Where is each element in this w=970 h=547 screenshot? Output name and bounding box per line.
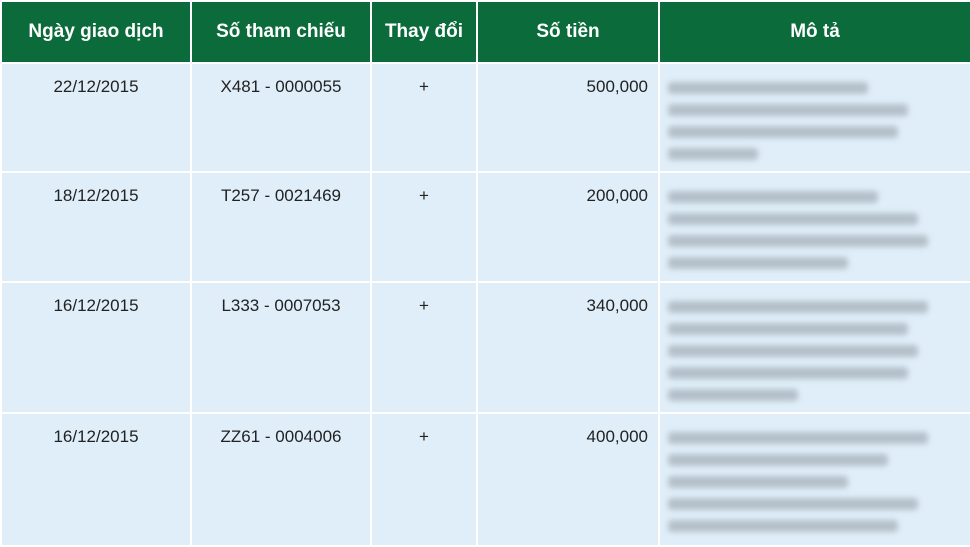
change-cell: + <box>370 62 478 173</box>
amount-cell: 400,000 <box>476 412 660 547</box>
date-cell: 22/12/2015 <box>0 62 192 173</box>
blurred-text <box>668 454 888 466</box>
blurred-text <box>668 301 928 313</box>
blurred-text <box>668 389 798 401</box>
blurred-text <box>668 520 898 532</box>
description-cell-blurred <box>658 171 970 283</box>
amount-cell: 500,000 <box>476 62 660 173</box>
date-cell: 18/12/2015 <box>0 171 192 283</box>
table-row: 16/12/2015 ZZ61 - 0004006 +400,000 <box>0 412 970 547</box>
table-row: 22/12/2015 X481 - 0000055 +500,000 <box>0 62 970 173</box>
blurred-text <box>668 235 928 247</box>
change-cell: + <box>370 281 478 414</box>
blurred-text <box>668 345 918 357</box>
blurred-text <box>668 126 898 138</box>
date-cell: 16/12/2015 <box>0 281 192 414</box>
table-row: 18/12/2015 T257 - 0021469 +200,000 <box>0 171 970 283</box>
description-cell-blurred <box>658 62 970 173</box>
header-row: Ngày giao dịch Số tham chiếu Thay đổi Số ti… <box>0 0 970 64</box>
blurred-text <box>668 476 848 488</box>
blurred-text <box>668 191 878 203</box>
reference-cell: L333 - 0007053 <box>190 281 372 414</box>
blurred-text <box>668 323 908 335</box>
blurred-text <box>668 148 758 160</box>
reference-cell: T257 - 0021469 <box>190 171 372 283</box>
blurred-text <box>668 367 908 379</box>
amount-cell: 200,000 <box>476 171 660 283</box>
blurred-text <box>668 257 848 269</box>
column-header: Mô tả <box>658 0 970 64</box>
blurred-text <box>668 498 918 510</box>
date-cell: 16/12/2015 <box>0 412 192 547</box>
reference-cell: ZZ61 - 0004006 <box>190 412 372 547</box>
description-cell-blurred <box>658 281 970 414</box>
blurred-text <box>668 432 928 444</box>
change-cell: + <box>370 412 478 547</box>
column-header: Số tham chiếu <box>190 0 372 64</box>
table-body: 22/12/2015 X481 - 0000055 +500,000 18/12/20… <box>0 62 970 547</box>
column-header: Ngày giao dịch <box>0 0 192 64</box>
blurred-text <box>668 82 868 94</box>
blurred-text <box>668 213 918 225</box>
table-header: Ngày giao dịch Số tham chiếu Thay đổi Số ti… <box>0 0 970 64</box>
column-header: Số tiền <box>476 0 660 64</box>
table-row: 16/12/2015 L333 - 0007053 +340,000 <box>0 281 970 414</box>
description-cell-blurred <box>658 412 970 547</box>
column-header: Thay đổi <box>370 0 478 64</box>
change-cell: + <box>370 171 478 283</box>
blurred-text <box>668 104 908 116</box>
amount-cell: 340,000 <box>476 281 660 414</box>
reference-cell: X481 - 0000055 <box>190 62 372 173</box>
